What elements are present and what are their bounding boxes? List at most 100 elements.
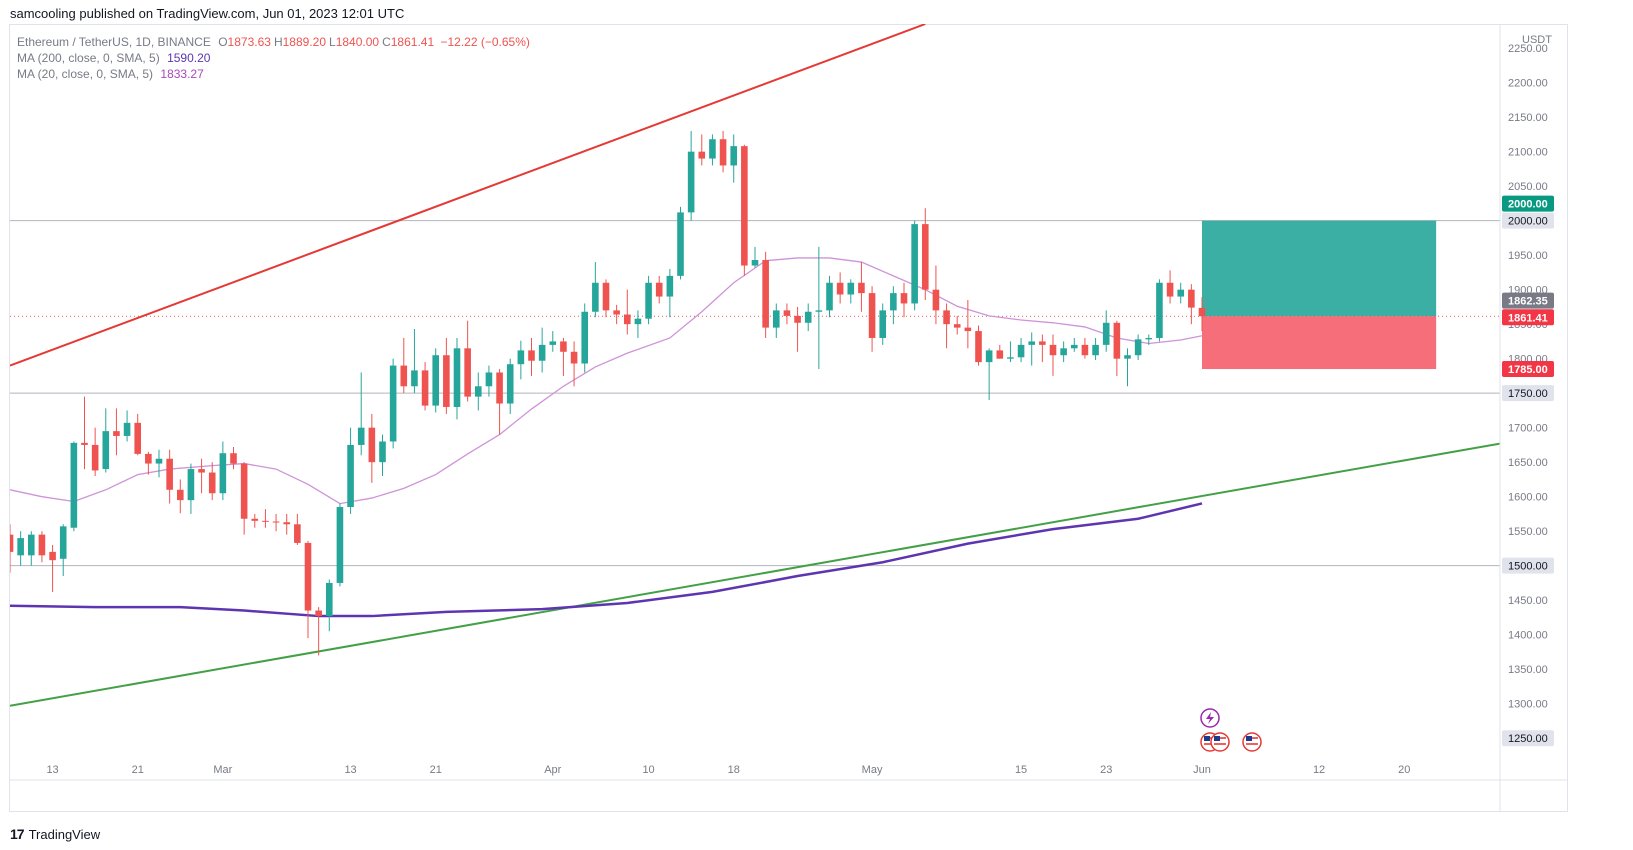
candle[interactable] [687, 130, 695, 221]
candle[interactable] [719, 130, 727, 173]
candle[interactable] [230, 446, 237, 470]
candle[interactable] [602, 279, 610, 318]
candle[interactable] [953, 315, 961, 335]
candle[interactable] [1198, 297, 1206, 332]
candle[interactable] [187, 463, 195, 514]
candle[interactable] [347, 427, 354, 514]
candle[interactable] [17, 531, 24, 566]
candle[interactable] [964, 300, 972, 349]
candle[interactable] [389, 358, 397, 449]
candle[interactable] [549, 331, 557, 352]
candle[interactable] [1081, 337, 1089, 359]
candle[interactable] [623, 289, 631, 335]
candle[interactable] [123, 410, 131, 442]
price-badge-line[interactable]: 1750.00 [1502, 385, 1554, 402]
legend-ma200-row[interactable]: MA (200, close, 0, SMA, 5) 1590.20 [17, 50, 530, 66]
candle[interactable] [176, 479, 184, 514]
candle[interactable] [315, 607, 322, 656]
candle[interactable] [432, 348, 440, 413]
candle[interactable] [581, 303, 589, 373]
candle[interactable] [847, 279, 855, 304]
candle[interactable] [666, 268, 674, 318]
candle[interactable] [240, 462, 248, 535]
candle[interactable] [443, 337, 450, 414]
legend-ma20-row[interactable]: MA (20, close, 0, SMA, 5) 1833.27 [17, 66, 530, 82]
price-badge-line[interactable]: 1250.00 [1502, 730, 1554, 747]
candle[interactable] [1028, 332, 1036, 366]
candle[interactable] [81, 396, 88, 470]
candle[interactable] [709, 134, 716, 166]
candle[interactable] [496, 369, 503, 435]
candle[interactable] [634, 310, 642, 338]
candle[interactable] [698, 134, 706, 166]
candle[interactable] [677, 206, 684, 280]
candle[interactable] [1070, 337, 1078, 352]
candle[interactable] [741, 144, 748, 276]
price-badge-neutral[interactable]: 1862.35 [1502, 292, 1554, 309]
price-badge-line[interactable]: 1500.00 [1502, 557, 1554, 574]
candle[interactable] [485, 365, 493, 397]
candle[interactable] [304, 540, 312, 639]
candle[interactable] [911, 220, 918, 311]
candle[interactable] [474, 372, 482, 411]
candle[interactable] [592, 262, 599, 318]
candle[interactable] [411, 329, 418, 394]
candle[interactable] [198, 458, 205, 494]
price-badge-last[interactable]: 1861.41 [1502, 309, 1554, 326]
candle[interactable] [1060, 341, 1067, 363]
resistance-trendline[interactable] [10, 24, 926, 367]
candle[interactable] [400, 337, 408, 394]
candle[interactable] [219, 441, 227, 501]
candle[interactable] [560, 337, 567, 376]
candle[interactable] [1156, 279, 1163, 342]
candle[interactable] [1049, 334, 1057, 376]
candle[interactable] [506, 358, 514, 414]
candle[interactable] [570, 341, 578, 387]
candle[interactable] [1124, 348, 1131, 387]
candle[interactable] [1039, 334, 1046, 363]
candle[interactable] [70, 441, 78, 532]
candle[interactable] [975, 325, 982, 366]
candle[interactable] [1134, 334, 1142, 361]
us-flag-event-icon[interactable] [1210, 732, 1230, 752]
candle[interactable] [1017, 337, 1025, 363]
candle[interactable] [464, 320, 471, 402]
candle[interactable] [751, 246, 759, 268]
candle[interactable] [421, 362, 429, 411]
candle[interactable] [134, 413, 142, 456]
candle[interactable] [357, 372, 365, 456]
candle[interactable] [262, 509, 269, 528]
candle[interactable] [251, 513, 259, 528]
candle[interactable] [804, 303, 812, 332]
tradingview-footer[interactable]: 17 TradingView [10, 826, 100, 842]
candle[interactable] [208, 462, 216, 501]
candle[interactable] [1166, 270, 1174, 304]
candle[interactable] [379, 434, 386, 476]
candle[interactable] [1188, 284, 1195, 325]
us-flag-event-icon[interactable] [1242, 732, 1262, 752]
candle[interactable] [613, 304, 620, 325]
candle[interactable] [325, 579, 333, 632]
candle[interactable] [932, 265, 940, 325]
price-badge-stop[interactable]: 1785.00 [1502, 361, 1554, 378]
candle[interactable] [985, 348, 993, 401]
candle[interactable] [336, 503, 344, 587]
candle[interactable] [815, 246, 823, 370]
price-badge-target[interactable]: 2000.00 [1502, 195, 1554, 212]
candle[interactable] [294, 513, 301, 545]
candle[interactable] [1145, 334, 1153, 345]
candle[interactable] [538, 327, 546, 373]
candle[interactable] [943, 303, 950, 349]
candle[interactable] [772, 303, 780, 338]
candle[interactable] [49, 544, 56, 592]
candle[interactable] [155, 449, 163, 478]
candle[interactable] [762, 251, 769, 338]
candle[interactable] [1113, 320, 1121, 376]
candle[interactable] [113, 408, 120, 456]
candle[interactable] [528, 337, 535, 376]
candle[interactable] [1092, 337, 1099, 361]
candle[interactable] [368, 413, 376, 483]
candle[interactable] [730, 134, 738, 183]
candle[interactable] [453, 337, 461, 420]
